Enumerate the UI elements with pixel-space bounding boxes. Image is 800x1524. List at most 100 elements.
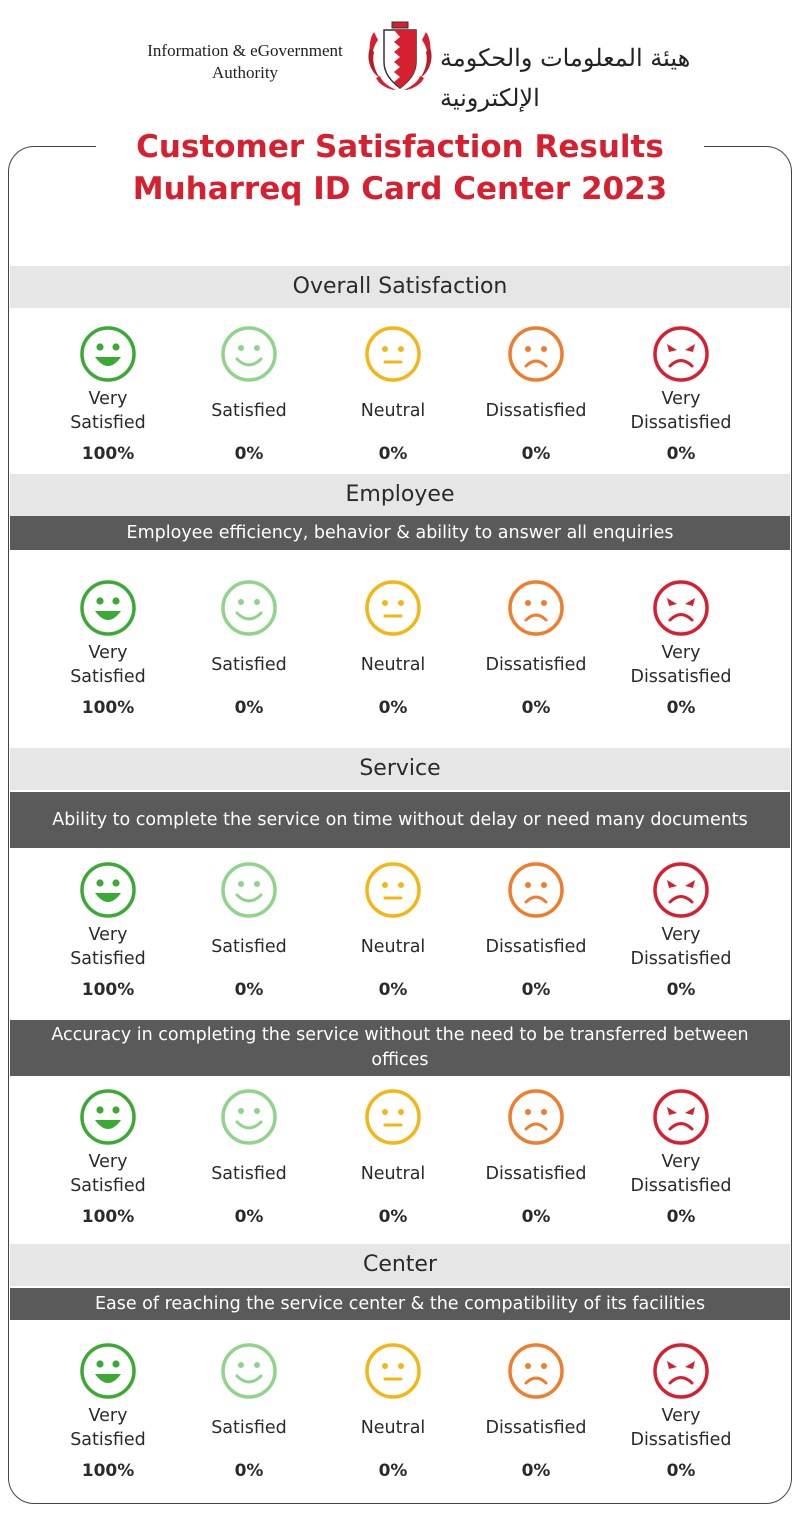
- rating-percentage: 0%: [378, 1461, 408, 1481]
- rating-label: Dissatisfied: [466, 399, 606, 423]
- neutral-face-icon: [365, 580, 421, 636]
- very-happy-face-icon: [80, 326, 136, 382]
- happy-face-icon: [221, 580, 277, 636]
- rating-label-line: Dissatisfied: [630, 667, 732, 687]
- rating-satisfied: Satisfied 0%: [179, 1342, 319, 1492]
- rating-label-line: Very: [88, 1152, 128, 1172]
- rating-label-line: Neutral: [360, 1418, 426, 1438]
- happy-face-icon: [221, 326, 277, 382]
- rating-percentage: 0%: [521, 444, 551, 464]
- rating-label: Very Dissatisfied: [611, 1150, 751, 1198]
- rating-satisfied: Satisfied 0%: [179, 579, 319, 729]
- rating-percentage: 100%: [81, 698, 135, 718]
- question-employee: Employee efficiency, behavior & ability …: [10, 516, 790, 550]
- neutral-face-icon: [365, 326, 421, 382]
- rating-label-line: Dissatisfied: [485, 401, 587, 421]
- sad-face-icon: [508, 1089, 564, 1145]
- rating-label: Very Satisfied: [38, 1150, 178, 1198]
- rating-label-line: Neutral: [360, 1164, 426, 1184]
- sad-face-icon: [508, 326, 564, 382]
- rating-very-dissatisfied: Very Dissatisfied 0%: [611, 325, 751, 475]
- section-heading-service: Service: [10, 748, 790, 790]
- section-heading-employee: Employee: [10, 474, 790, 516]
- rating-percentage: 0%: [521, 698, 551, 718]
- rating-label: Satisfied: [179, 1416, 319, 1440]
- rating-label: Neutral: [323, 399, 463, 423]
- rating-row-employee: Very Satisfied 100% Satisfied 0% Neutral 0% …: [10, 579, 790, 729]
- rating-label-line: Neutral: [360, 655, 426, 675]
- rating-label-line: Satisfied: [211, 1164, 287, 1184]
- sad-face-icon: [508, 580, 564, 636]
- rating-satisfied: Satisfied 0%: [179, 1088, 319, 1238]
- rating-neutral: Neutral 0%: [323, 1342, 463, 1492]
- angry-face-icon: [653, 1089, 709, 1145]
- rating-percentage: 0%: [234, 1461, 264, 1481]
- rating-dissatisfied: Dissatisfied 0%: [466, 1342, 606, 1492]
- question-center: Ease of reaching the service center & th…: [10, 1288, 790, 1320]
- rating-label: Dissatisfied: [466, 935, 606, 959]
- org-name-line2: Authority: [211, 63, 279, 82]
- rating-label: Very Dissatisfied: [611, 923, 751, 971]
- rating-label: Very Dissatisfied: [611, 387, 751, 435]
- rating-percentage: 100%: [81, 444, 135, 464]
- rating-very-satisfied: Very Satisfied 100%: [38, 325, 178, 475]
- section-heading-center: Center: [10, 1244, 790, 1286]
- rating-percentage: 0%: [666, 444, 696, 464]
- rating-label: Very Satisfied: [38, 1404, 178, 1452]
- angry-face-icon: [653, 326, 709, 382]
- rating-row-overall: Very Satisfied 100% Satisfied 0% Neutral 0% …: [10, 325, 790, 475]
- rating-label-line: Very: [661, 1406, 701, 1426]
- rating-neutral: Neutral 0%: [323, 861, 463, 1011]
- happy-face-icon: [221, 1343, 277, 1399]
- rating-label: Very Satisfied: [38, 923, 178, 971]
- rating-percentage: 0%: [234, 444, 264, 464]
- rating-dissatisfied: Dissatisfied 0%: [466, 861, 606, 1011]
- rating-label-line: Satisfied: [70, 413, 146, 433]
- rating-very-satisfied: Very Satisfied 100%: [38, 1088, 178, 1238]
- rating-percentage: 0%: [666, 1461, 696, 1481]
- rating-label-line: Satisfied: [70, 1430, 146, 1450]
- rating-label-line: Very: [661, 389, 701, 409]
- rating-percentage: 0%: [521, 1461, 551, 1481]
- neutral-face-icon: [365, 862, 421, 918]
- rating-label-line: Satisfied: [211, 655, 287, 675]
- rating-label-line: Very: [661, 1152, 701, 1172]
- rating-label: Dissatisfied: [466, 653, 606, 677]
- rating-label-line: Satisfied: [211, 937, 287, 957]
- rating-satisfied: Satisfied 0%: [179, 325, 319, 475]
- very-happy-face-icon: [80, 1089, 136, 1145]
- page-title: Customer Satisfaction Results Muharreq I…: [0, 126, 800, 210]
- neutral-face-icon: [365, 1343, 421, 1399]
- rating-label: Very Satisfied: [38, 641, 178, 689]
- rating-label-line: Dissatisfied: [630, 949, 732, 969]
- rating-label: Satisfied: [179, 653, 319, 677]
- rating-row-center: Very Satisfied 100% Satisfied 0% Neutral 0% …: [10, 1342, 790, 1492]
- rating-label: Dissatisfied: [466, 1162, 606, 1186]
- rating-percentage: 100%: [81, 1207, 135, 1227]
- rating-label-line: Satisfied: [211, 401, 287, 421]
- rating-label: Neutral: [323, 1416, 463, 1440]
- rating-label-line: Very: [88, 1406, 128, 1426]
- rating-percentage: 0%: [234, 1207, 264, 1227]
- angry-face-icon: [653, 862, 709, 918]
- very-happy-face-icon: [80, 1343, 136, 1399]
- rating-label-line: Neutral: [360, 937, 426, 957]
- rating-row-service-2: Very Satisfied 100% Satisfied 0% Neutral 0% …: [10, 1088, 790, 1238]
- rating-percentage: 0%: [378, 1207, 408, 1227]
- bahrain-emblem-icon: [368, 21, 432, 90]
- rating-label-line: Satisfied: [70, 1176, 146, 1196]
- rating-very-dissatisfied: Very Dissatisfied 0%: [611, 861, 751, 1011]
- rating-dissatisfied: Dissatisfied 0%: [466, 579, 606, 729]
- rating-label-line: Very: [661, 643, 701, 663]
- rating-very-satisfied: Very Satisfied 100%: [38, 579, 178, 729]
- angry-face-icon: [653, 1343, 709, 1399]
- sad-face-icon: [508, 1343, 564, 1399]
- org-name-english: Information & eGovernment Authority: [120, 40, 370, 84]
- happy-face-icon: [221, 862, 277, 918]
- rating-label-line: Dissatisfied: [485, 1164, 587, 1184]
- rating-label-line: Dissatisfied: [630, 413, 732, 433]
- rating-percentage: 0%: [666, 980, 696, 1000]
- rating-label-line: Very: [661, 925, 701, 945]
- rating-very-satisfied: Very Satisfied 100%: [38, 1342, 178, 1492]
- rating-row-service-1: Very Satisfied 100% Satisfied 0% Neutral 0% …: [10, 861, 790, 1011]
